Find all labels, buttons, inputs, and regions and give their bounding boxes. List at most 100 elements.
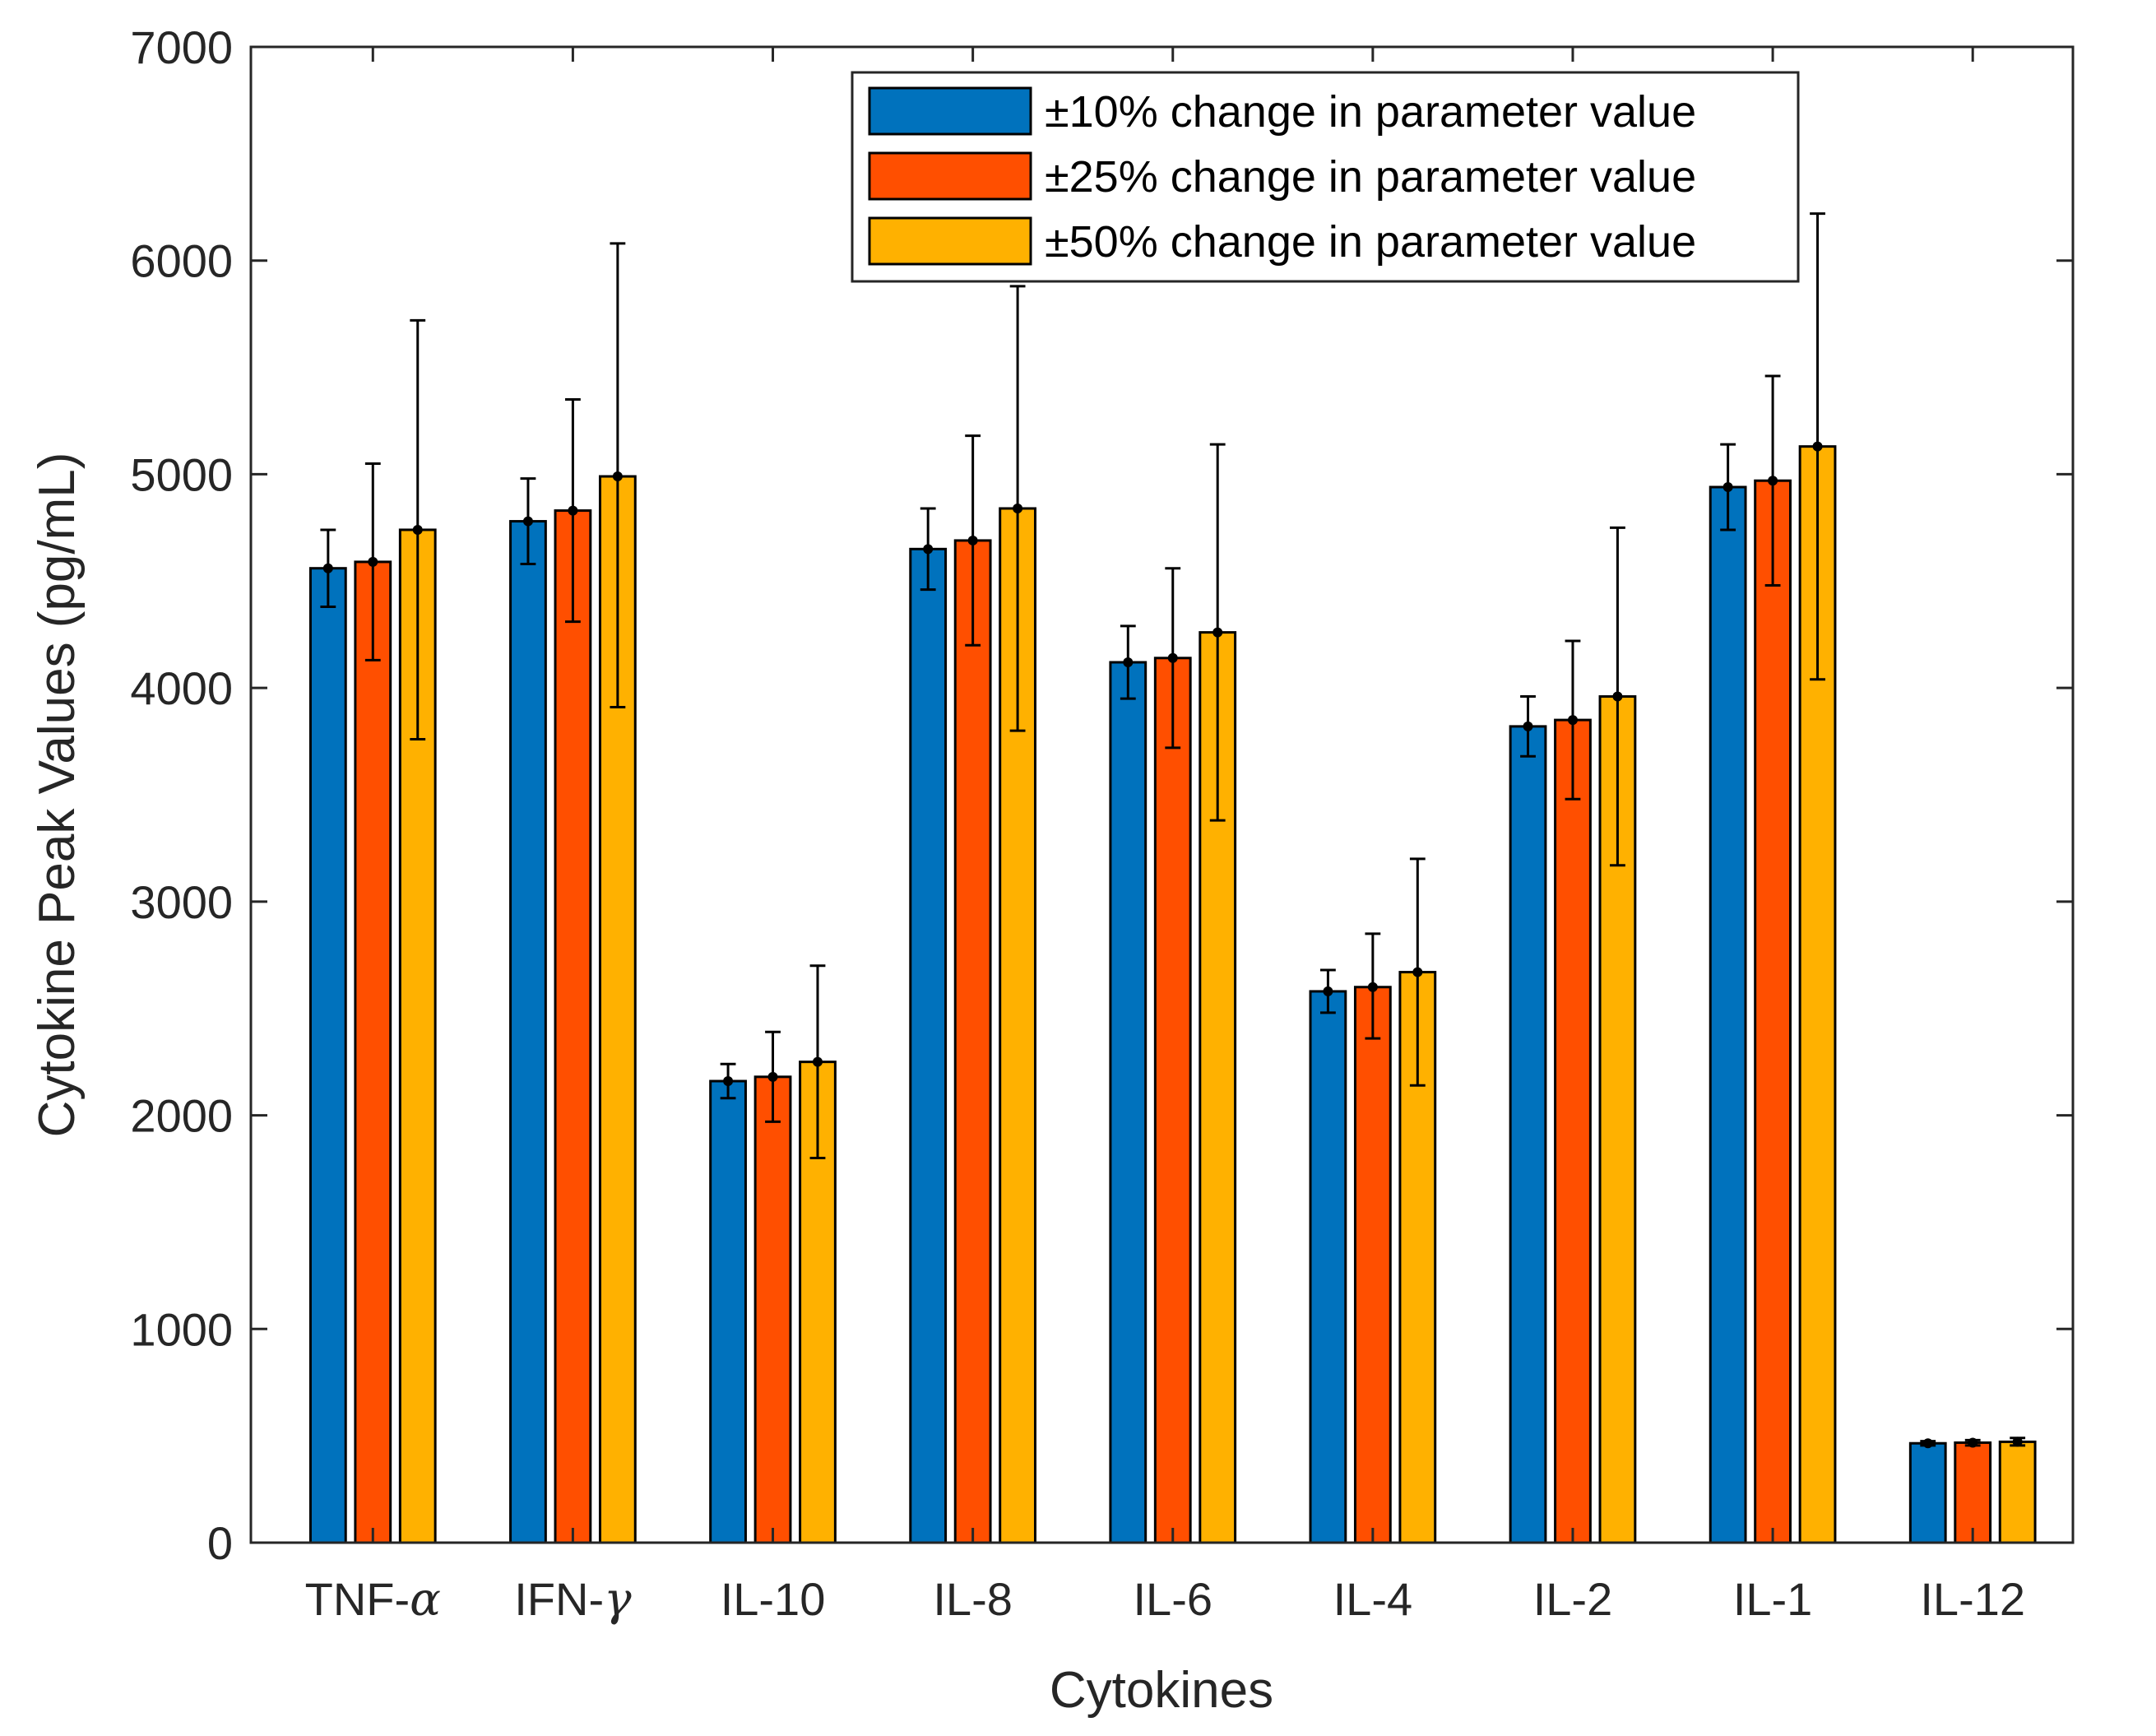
error-bar-IL-8-series-0 xyxy=(920,507,936,592)
error-bar-IL-4-series-0 xyxy=(1319,968,1336,1014)
legend-swatch-10pct xyxy=(868,86,1032,136)
mean-marker xyxy=(1812,441,1823,452)
error-bar-IFN-γ-series-1 xyxy=(564,398,581,624)
x-tick-label-text: TNF- xyxy=(305,1573,410,1625)
mean-marker xyxy=(522,516,533,527)
error-bar-TNF-α-series-0 xyxy=(320,528,336,608)
mean-marker xyxy=(723,1076,734,1087)
tick-labels-layer: TNF-α IFN-γ IL-10 IL-8 IL-6 IL-4 IL-2 IL-1 IL-12… xyxy=(130,21,2025,1627)
x-tick-label-IL-10: IL-10 xyxy=(721,1573,826,1625)
x-tick-label-text: IL-8 xyxy=(933,1573,1013,1625)
x-tick-label-greek: γ xyxy=(604,1573,632,1627)
mean-marker xyxy=(1167,652,1178,663)
bar-IL-8-series-1 xyxy=(953,539,992,1544)
bar-IL-2-series-1 xyxy=(1554,718,1592,1544)
error-bar-IL-1-series-1 xyxy=(1764,374,1781,587)
y-tick-label-3000: 3000 xyxy=(130,876,233,928)
bar-IL-4-series-0 xyxy=(1309,990,1347,1544)
mean-marker xyxy=(1567,715,1578,726)
bar-IL-6-series-0 xyxy=(1109,661,1148,1544)
plot-frame xyxy=(249,45,2075,1544)
bar-IL-1-series-0 xyxy=(1709,485,1747,1544)
x-tick-label-TNF-α: TNF-α xyxy=(305,1573,441,1627)
bar-IL-2-series-0 xyxy=(1509,725,1547,1544)
bar-IL-12-series-1 xyxy=(1954,1441,1992,1544)
mean-marker xyxy=(767,1071,778,1082)
error-bar-IL-4-series-2 xyxy=(1409,857,1426,1087)
x-axis-title: Cytokines xyxy=(1050,1662,1273,1719)
error-bar-IL-8-series-1 xyxy=(965,434,981,647)
mean-marker xyxy=(1367,982,1378,992)
mean-marker xyxy=(1412,967,1423,977)
mean-marker xyxy=(1212,627,1223,638)
x-tick-label-text: IL-6 xyxy=(1133,1573,1212,1625)
x-tick-label-IL-4: IL-4 xyxy=(1333,1573,1413,1625)
x-tick-label-text: IL-12 xyxy=(1920,1573,2025,1625)
x-tick-label-text: IL-1 xyxy=(1733,1573,1813,1625)
bar-TNF-α-series-0 xyxy=(308,567,347,1544)
y-tick-label-7000: 7000 xyxy=(130,21,233,73)
mean-marker xyxy=(1013,503,1023,513)
bar-IFN-γ-series-1 xyxy=(554,509,592,1544)
y-tick-label-2000: 2000 xyxy=(130,1090,233,1142)
error-bar-IL-2-series-1 xyxy=(1565,639,1581,801)
bar-IL-12-series-0 xyxy=(1908,1441,1947,1544)
bar-IL-10-series-1 xyxy=(753,1075,792,1544)
bars-layer xyxy=(308,445,2037,1544)
legend-label-10pct: ±10% change in parameter value xyxy=(1045,87,1696,137)
x-tick-label-text: IL-4 xyxy=(1333,1573,1413,1625)
error-bar-IL-12-series-2 xyxy=(2010,1437,2026,1447)
mean-marker xyxy=(1722,482,1733,493)
mean-marker xyxy=(812,1056,823,1067)
x-tick-label-IL-8: IL-8 xyxy=(933,1573,1013,1625)
mean-marker xyxy=(1612,691,1623,702)
legend: ±10% change in parameter value ±25% chan… xyxy=(851,71,1800,283)
mean-marker xyxy=(1968,1437,1978,1448)
error-bar-IFN-γ-series-2 xyxy=(610,242,626,709)
mean-marker xyxy=(1768,476,1778,486)
mean-marker xyxy=(923,544,934,555)
error-bar-IFN-γ-series-0 xyxy=(520,477,536,566)
error-bar-IL-4-series-1 xyxy=(1365,932,1381,1040)
x-tick-label-IL-6: IL-6 xyxy=(1133,1573,1212,1625)
mean-marker xyxy=(322,563,333,573)
error-bar-IL-2-series-0 xyxy=(1520,695,1536,758)
error-bar-IL-10-series-1 xyxy=(765,1030,781,1123)
mean-marker xyxy=(612,471,623,482)
error-bar-IL-10-series-2 xyxy=(809,964,826,1160)
mean-marker xyxy=(2012,1437,2023,1447)
y-tick-label-1000: 1000 xyxy=(130,1303,233,1355)
bar-IL-4-series-1 xyxy=(1353,986,1392,1544)
x-tick-label-greek: α xyxy=(410,1573,441,1627)
mean-marker xyxy=(368,556,378,567)
bar-IL-10-series-0 xyxy=(709,1079,747,1544)
bar-TNF-α-series-1 xyxy=(354,560,392,1544)
y-tick-label-4000: 4000 xyxy=(130,662,233,714)
legend-label-25pct: ±25% change in parameter value xyxy=(1045,152,1696,202)
error-bar-IL-8-series-2 xyxy=(1009,285,1026,732)
error-bar-IL-1-series-0 xyxy=(1720,443,1736,531)
bar-IL-12-series-2 xyxy=(1998,1440,2037,1544)
bar-IL-6-series-1 xyxy=(1153,657,1192,1544)
mean-marker xyxy=(1323,986,1333,996)
error-bar-IL-6-series-1 xyxy=(1165,567,1181,750)
bar-IL-1-series-1 xyxy=(1754,479,1792,1544)
error-bar-IL-12-series-0 xyxy=(1920,1438,1936,1449)
x-tick-label-IL-1: IL-1 xyxy=(1733,1573,1813,1625)
x-tick-label-text: IL-2 xyxy=(1533,1573,1613,1625)
mean-marker xyxy=(1123,657,1134,667)
error-bar-IL-6-series-0 xyxy=(1120,624,1136,700)
error-bar-IL-2-series-2 xyxy=(1610,526,1625,867)
error-bar-IL-10-series-0 xyxy=(720,1062,736,1100)
error-bar-TNF-α-series-2 xyxy=(410,318,426,740)
mean-marker xyxy=(1922,1438,1933,1449)
error-bars-layer xyxy=(320,212,2026,1449)
mean-marker xyxy=(568,505,578,516)
mean-marker xyxy=(412,524,423,535)
error-bar-IL-12-series-1 xyxy=(1964,1437,1981,1448)
x-tick-label-IL-12: IL-12 xyxy=(1920,1573,2025,1625)
bar-IFN-γ-series-0 xyxy=(509,520,547,1544)
legend-swatch-25pct xyxy=(868,151,1032,201)
x-tick-label-IFN-γ: IFN-γ xyxy=(514,1573,632,1627)
